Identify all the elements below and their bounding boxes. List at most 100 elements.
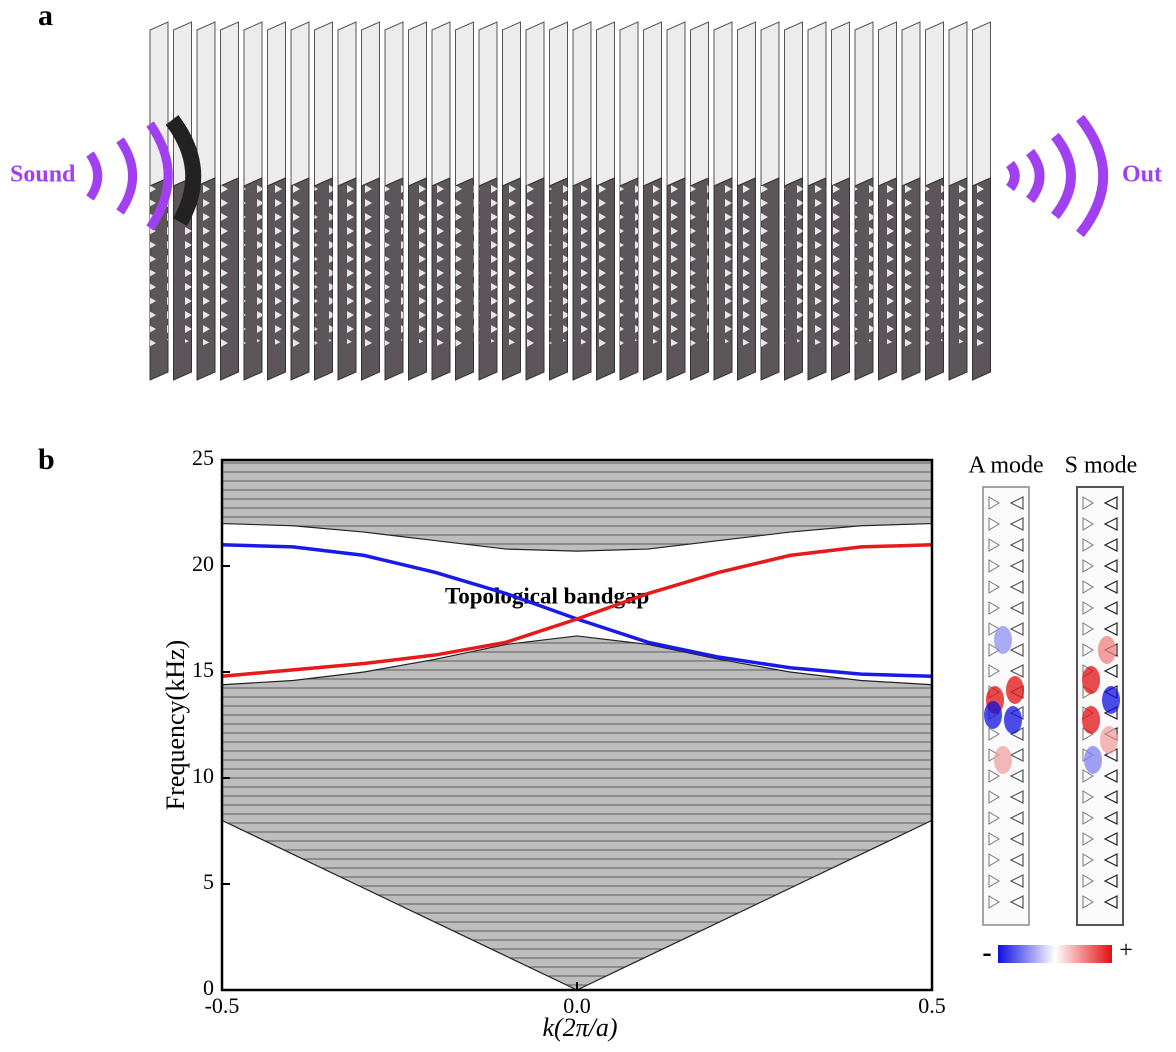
hole [1009,580,1024,594]
plate-top [713,21,733,187]
plate-holes [667,178,685,348]
hole [988,748,1000,762]
hole [1103,853,1118,867]
panel-label: b [38,443,55,476]
plate-top [784,21,803,187]
edge-state [221,543,933,678]
hole [1009,664,1024,678]
y-axis-label: Frequency(kHz) [161,640,190,810]
y-tick-label: 15 [192,657,214,682]
plate-top [690,21,709,187]
y-tick-label: 25 [192,445,214,470]
y-tick-label: 0 [203,975,214,1000]
plate-holes [855,178,873,348]
plate-holes [972,178,991,348]
plate-holes [549,178,568,348]
hole [1082,622,1094,636]
wave [1051,132,1076,220]
hole [1082,601,1094,615]
hole [988,664,1000,678]
colorbar-max: + [1119,938,1133,964]
plate-holes [385,178,403,348]
plate-top [267,21,286,187]
plate-top [619,21,639,187]
plate-holes [220,178,239,348]
hole [988,559,1000,573]
plate-top [220,21,239,187]
hole [1103,874,1118,888]
hole [1009,853,1024,867]
plate-top [455,21,474,187]
hole [988,769,1000,783]
hole [1082,811,1094,825]
hole [1082,643,1094,657]
bulk-band-lines [222,635,932,990]
hole [1009,496,1024,510]
hole [1082,538,1094,552]
panel-label: a [38,0,53,32]
plate-holes [902,178,920,348]
hole [1103,769,1118,783]
plate-holes [737,178,756,348]
plate-holes [761,178,779,348]
x-tick-label: 0.5 [918,993,946,1018]
field-blob [1102,686,1120,714]
plate-holes [573,178,591,348]
field-blob [1100,726,1118,754]
hole [1082,559,1094,573]
hole [1103,895,1118,909]
hole [988,496,1000,510]
hole [988,580,1000,594]
plate-holes [502,178,521,348]
hole [988,727,1000,741]
plate-holes [197,178,215,348]
plate-top [243,21,263,187]
plate-top [478,21,498,187]
hole [988,790,1000,804]
plate-holes [291,178,309,348]
hole [988,538,1000,552]
plate-holes [784,178,803,348]
plate-top [572,21,592,187]
plate-holes [690,178,709,348]
colorbar [998,945,1112,963]
plate-top [737,21,756,187]
output-label: Out [1122,162,1162,188]
hole [1103,790,1118,804]
plate-holes [643,178,662,348]
hole [1009,538,1024,552]
hole [1009,832,1024,846]
plate-holes [314,178,333,348]
plate-holes [479,178,497,348]
x-axis-label: k(2π/a) [542,1013,617,1042]
speaker [165,115,202,226]
mode-panels: A mode S mode - + [968,453,1137,969]
hole [1103,601,1118,615]
plate-holes [267,178,286,348]
hole [1103,622,1118,636]
y-tick-label: 10 [192,763,214,788]
hole [1082,496,1094,510]
hole [1009,601,1024,615]
hole [1103,832,1118,846]
field-blob [1004,706,1022,734]
field-blob [984,701,1002,729]
hole [1082,769,1094,783]
bulk-band-lines [222,460,932,552]
plate-top [361,21,380,187]
y-tick-label: 20 [192,551,214,576]
hole [1103,811,1118,825]
hole [988,622,1000,636]
plot-area [221,459,933,991]
plate-holes [526,178,544,348]
plate-top [408,21,427,187]
wave [86,151,103,201]
hole [1009,874,1024,888]
plate-holes [338,178,356,348]
hole [1082,517,1094,531]
plate-holes [620,178,638,348]
plate-top [314,21,333,187]
hole [988,874,1000,888]
plate-top [925,21,944,187]
